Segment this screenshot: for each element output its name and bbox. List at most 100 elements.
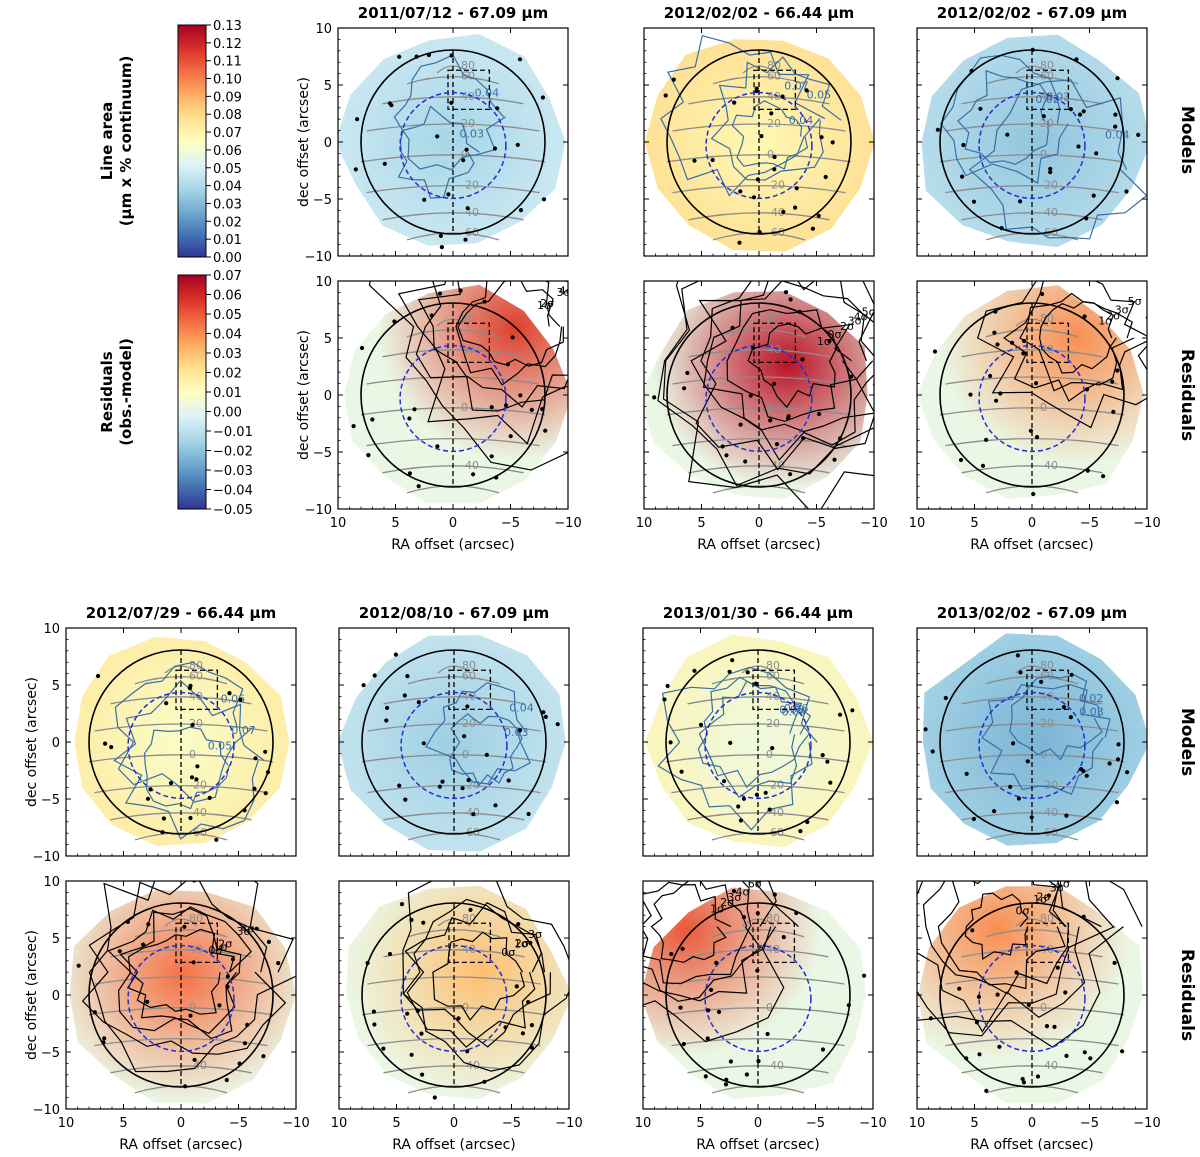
sample-point <box>1076 144 1081 149</box>
contour-line <box>1009 674 1103 761</box>
sample-point <box>117 949 122 954</box>
sample-point <box>816 213 821 218</box>
x-tick-label: 0 <box>754 1116 762 1131</box>
latitude-label: -40 <box>1040 206 1058 219</box>
sample-point <box>409 1052 414 1057</box>
aperture-box <box>447 69 491 110</box>
footprint-circle <box>705 91 813 200</box>
contour-line <box>643 881 777 1002</box>
sample-point <box>682 386 687 391</box>
x-tick-label: −10 <box>860 516 887 531</box>
latitude-line <box>985 832 1079 841</box>
sample-point <box>458 288 463 293</box>
sample-point <box>1112 960 1117 966</box>
sample-point <box>930 749 935 754</box>
sample-point <box>992 330 997 335</box>
contour-line <box>404 898 546 1048</box>
sample-point <box>555 722 560 727</box>
sample-point <box>723 1082 729 1087</box>
sample-point <box>415 1008 420 1014</box>
latitude-line <box>985 485 1079 494</box>
aperture-box <box>753 69 797 110</box>
sample-point <box>416 484 421 489</box>
contour-line <box>1003 281 1147 402</box>
y-tick-label: 10 <box>43 875 60 890</box>
sample-point <box>1061 705 1067 710</box>
sample-point <box>698 722 704 727</box>
latitude-line <box>945 437 1119 447</box>
sample-point <box>465 206 470 211</box>
sample-point <box>820 1047 826 1052</box>
sample-point <box>466 778 471 783</box>
planet-limb <box>939 902 1125 1088</box>
latitude-label: -40 <box>461 206 479 219</box>
panel-title: 2012/02/02 - 66.44 µm <box>664 4 854 22</box>
contour-label: 3σ <box>1115 304 1129 317</box>
contour-label: 0.05 <box>807 89 832 102</box>
x-tick-label: 0 <box>449 516 457 531</box>
sample-point <box>668 740 673 745</box>
latitude-line <box>383 949 525 958</box>
x-tick-label: −10 <box>1133 1116 1160 1131</box>
contour-line <box>917 881 1102 1033</box>
sample-point <box>182 924 187 929</box>
sample-point <box>529 1023 535 1028</box>
sample-point <box>976 994 982 1000</box>
contour-line <box>657 666 818 831</box>
contour-label: 0.06 <box>221 693 246 706</box>
latitude-label: 20 <box>461 117 475 130</box>
sample-point <box>759 134 764 139</box>
sample-point <box>188 683 193 688</box>
sample-point <box>652 395 657 400</box>
contour-label: 6σ <box>748 877 762 890</box>
latitude-label: 0 <box>766 1001 773 1014</box>
latitude-label: 20 <box>767 117 781 130</box>
sample-point <box>669 951 674 957</box>
sample-point <box>518 393 523 398</box>
sample-point <box>1014 970 1019 975</box>
latitude-label: -40 <box>1040 806 1058 819</box>
sample-point <box>830 140 835 145</box>
sample-point <box>1046 893 1051 898</box>
sample-point <box>997 1044 1002 1049</box>
sample-point <box>943 695 948 701</box>
sample-point <box>419 1031 424 1036</box>
latitude-label: -20 <box>1040 179 1058 192</box>
sample-point <box>724 453 729 458</box>
sample-point <box>387 951 393 957</box>
colorbar-tick-label: 0.00 <box>213 251 242 266</box>
sample-point <box>1084 216 1089 221</box>
sample-point <box>372 673 377 678</box>
latitude-line <box>945 784 1119 794</box>
planet-limb <box>88 902 274 1088</box>
sample-point <box>543 714 548 720</box>
sample-point <box>529 407 534 412</box>
footprint-circle <box>400 691 508 800</box>
sample-point <box>471 812 476 817</box>
sample-point <box>681 1041 686 1047</box>
row-label-residuals-bottom: Residuals <box>1177 949 1197 1041</box>
sample-point <box>397 783 402 788</box>
sample-point <box>141 942 146 947</box>
colorbar-tick-label: 0.02 <box>213 367 242 382</box>
sample-point <box>977 1052 982 1057</box>
sample-point <box>960 174 965 179</box>
latitude-line <box>406 232 500 241</box>
latitude-label: 60 <box>767 70 781 83</box>
sample-point <box>1074 57 1079 62</box>
sample-point <box>1064 1053 1069 1058</box>
sample-point <box>543 428 548 433</box>
y-tick-label: 0 <box>52 989 60 1004</box>
x-tick-label: 10 <box>331 1116 348 1131</box>
contour-line <box>1019 292 1135 392</box>
coverage-field <box>644 291 868 500</box>
colorbar-tick-label: 0.05 <box>213 162 242 177</box>
y-tick-label: 5 <box>324 332 332 347</box>
panel-4-model: 806040200-20-40-600.050.060.071050−5−10d… <box>24 604 297 865</box>
sample-point <box>827 339 832 344</box>
